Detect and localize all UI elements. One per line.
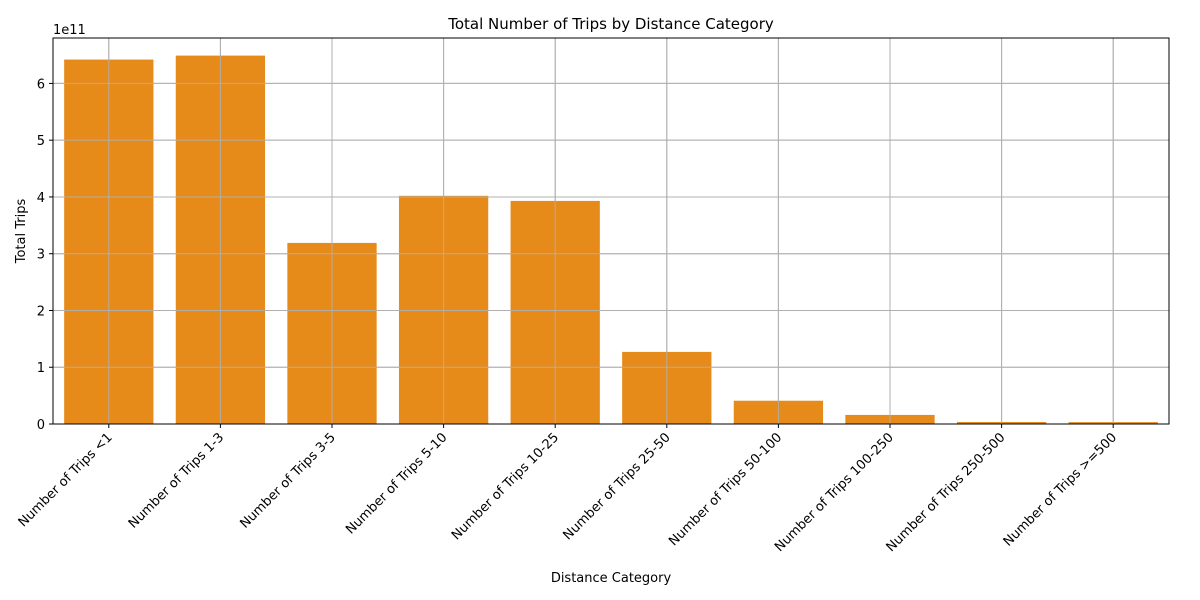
y-tick-label: 3 bbox=[37, 248, 45, 263]
bars bbox=[53, 38, 1169, 425]
y-tick-label: 4 bbox=[37, 191, 45, 206]
y-axis-offset-label: 1e11 bbox=[53, 23, 86, 38]
chart-title: Total Number of Trips by Distance Catego… bbox=[447, 15, 774, 33]
y-tick-label: 2 bbox=[37, 304, 45, 319]
plot-frame bbox=[52, 37, 1170, 425]
y-axis-ticks: 0 1 2 3 4 5 6 bbox=[37, 77, 53, 433]
y-tick-label: 1 bbox=[37, 361, 45, 376]
x-axis-title: Distance Category bbox=[551, 571, 672, 586]
y-axis-title: Total Trips bbox=[14, 199, 29, 265]
y-tick-label: 5 bbox=[37, 134, 45, 149]
y-tick-label: 6 bbox=[37, 77, 45, 92]
y-tick-label: 0 bbox=[37, 418, 45, 433]
